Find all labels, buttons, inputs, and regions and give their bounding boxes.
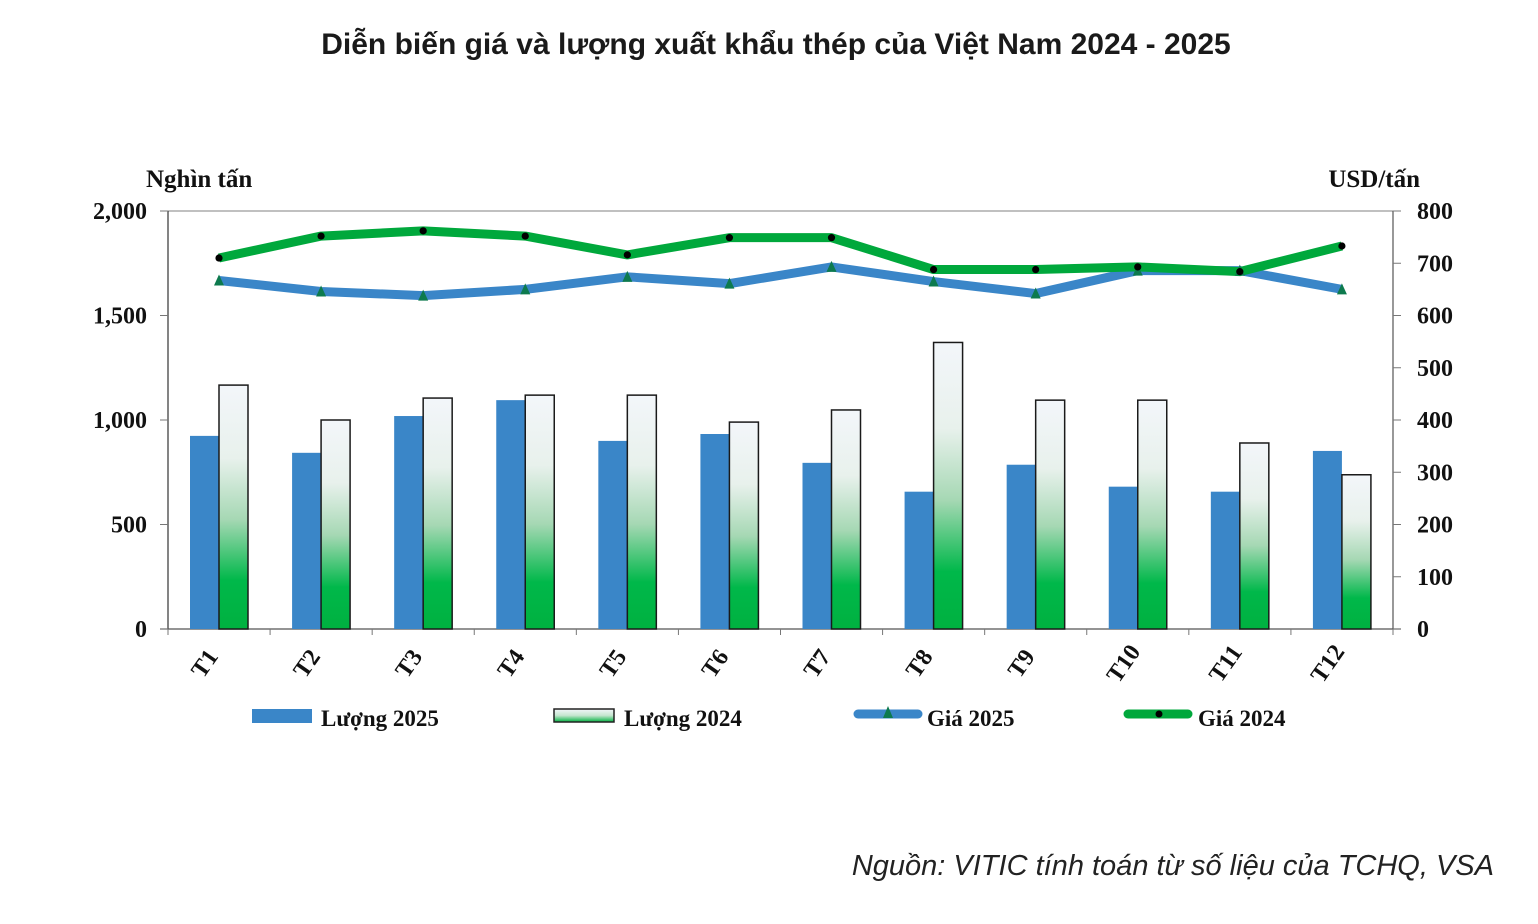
y-tick-label-left: 1,500: [93, 304, 147, 330]
bar-luong-2024: [626, 394, 658, 630]
marker-gia-2024: [1338, 242, 1346, 250]
bar-luong-2025: [394, 416, 424, 629]
marker-gia-2025: [724, 277, 735, 289]
marker-gia-2024: [521, 232, 529, 240]
bar-luong-2025: [802, 462, 832, 629]
marker-gia-2025: [520, 283, 531, 295]
marker-gia-2024: [1236, 268, 1244, 276]
bar-luong-2024: [1137, 399, 1168, 630]
x-tick-label: T11: [1204, 641, 1247, 688]
marker-gia-2025: [928, 275, 939, 287]
y-tick-label-right: 800: [1417, 199, 1453, 225]
y-axis-title-left: Nghìn tấn: [146, 166, 252, 193]
bar-luong-2024: [320, 419, 351, 630]
bar-luong-2025: [496, 400, 526, 629]
bar-luong-2024: [422, 397, 453, 630]
marker-gia-2025: [1336, 283, 1347, 295]
y-tick-label-right: 0: [1417, 617, 1429, 643]
y-tick-label-right: 700: [1417, 251, 1453, 277]
y-tick-label-left: 1,000: [93, 408, 147, 434]
marker-gia-2024: [623, 251, 631, 259]
y-axis-title-right: USD/tấn: [1328, 166, 1420, 193]
x-tick-label: T1: [187, 645, 224, 683]
marker-gia-2024: [827, 234, 836, 242]
bar-luong-2025: [904, 491, 934, 629]
x-tick-label: T9: [1003, 645, 1040, 683]
y-tick-label-left: 0: [135, 617, 147, 643]
x-tick-label: T5: [595, 645, 632, 683]
bar-luong-2024: [830, 409, 862, 630]
bar-luong-2025: [1006, 464, 1036, 629]
y-tick-label-left: 500: [111, 513, 147, 539]
y-tick-label-right: 400: [1417, 408, 1453, 434]
bar-luong-2025: [190, 435, 219, 629]
marker-gia-2024: [317, 232, 325, 240]
bar-luong-2024: [524, 394, 555, 630]
x-tick-label: T12: [1306, 640, 1350, 688]
y-tick-label-left: 2,000: [93, 199, 147, 225]
x-tick-label: T8: [901, 645, 938, 683]
legend-label-luong-2025: Lượng 2025: [321, 706, 439, 731]
bar-luong-2025: [292, 452, 322, 629]
x-tick-label: T2: [289, 645, 326, 683]
legend-swatch-luong-2024: [553, 708, 615, 723]
lines: [214, 226, 1347, 301]
marker-gia-2025: [316, 285, 327, 297]
legend-label-luong-2024: Lượng 2024: [624, 706, 742, 731]
legend-label-gia-2025: Giá 2025: [927, 706, 1015, 731]
bars: [190, 341, 1372, 630]
bar-luong-2024: [1239, 442, 1270, 630]
marker-gia-2025: [418, 289, 429, 301]
bar-luong-2025: [598, 440, 628, 629]
marker-gia-2024: [1032, 265, 1040, 274]
bar-luong-2025: [1210, 491, 1240, 629]
x-tick-label: T6: [697, 645, 734, 683]
marker-gia-2024: [1134, 263, 1142, 271]
chart-title: Diễn biến giá và lượng xuất khẩu thép củ…: [321, 28, 1231, 61]
marker-gia-2024: [929, 265, 938, 274]
y-tick-label-right: 300: [1417, 460, 1453, 486]
marker-gia-2024: [215, 254, 223, 262]
y-tick-label-right: 600: [1417, 304, 1453, 330]
marker-gia-2025: [622, 270, 633, 282]
y-tick-label-right: 100: [1417, 565, 1453, 591]
bar-luong-2025: [1312, 450, 1342, 629]
bar-luong-2024: [932, 341, 964, 630]
source-note: Nguồn: VITIC tính toán từ số liệu của TC…: [851, 850, 1494, 882]
bar-luong-2024: [1034, 399, 1066, 630]
x-tick-label: T7: [799, 645, 836, 683]
legend: Lượng 2025 Lượng 2024 Giá 2025 Giá 2024: [252, 706, 1286, 731]
axes: [160, 210, 1401, 635]
bar-luong-2024: [728, 421, 760, 630]
bar-luong-2024: [218, 384, 249, 630]
marker-gia-2025: [1030, 287, 1041, 299]
legend-swatch-luong-2025: [252, 709, 312, 723]
x-tick-label: T3: [391, 645, 428, 683]
bar-luong-2025: [1108, 486, 1138, 629]
x-tick-label: T10: [1102, 640, 1146, 688]
bar-luong-2025: [700, 434, 730, 629]
y-tick-label-right: 200: [1417, 513, 1453, 539]
y-tick-label-right: 500: [1417, 356, 1453, 382]
legend-marker-gia-2024: [1155, 710, 1163, 718]
x-tick-label: T4: [493, 645, 530, 683]
marker-gia-2024: [725, 234, 734, 242]
marker-gia-2025: [826, 260, 837, 272]
line-gia-2024: [218, 226, 1344, 277]
legend-marker-gia-2025: [883, 706, 893, 718]
marker-gia-2025: [214, 274, 224, 286]
bar-luong-2024: [1341, 474, 1372, 630]
legend-label-gia-2024: Giá 2024: [1198, 706, 1286, 731]
marker-gia-2024: [419, 227, 427, 235]
